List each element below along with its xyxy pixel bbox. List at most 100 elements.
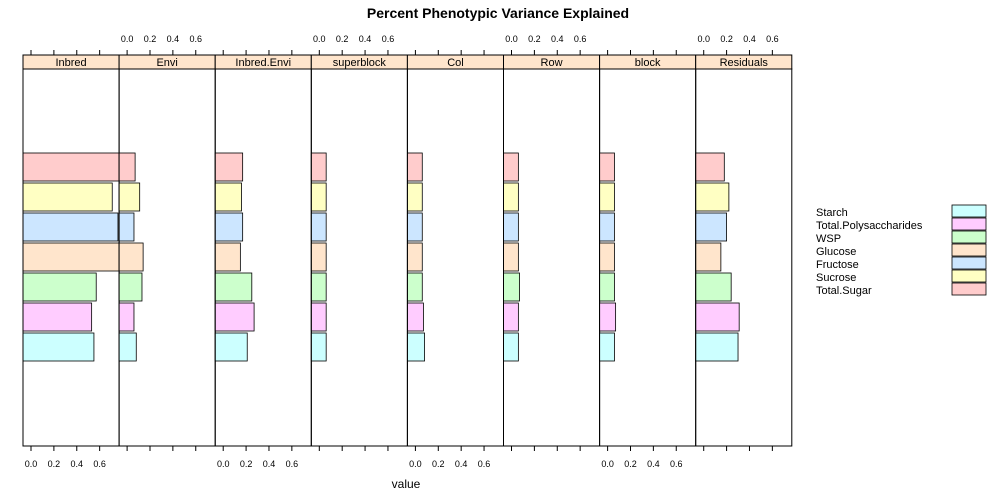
legend-label-fructose: Fructose xyxy=(816,259,859,271)
panel-label-envi: Envi xyxy=(156,57,177,69)
bar-superblock-total-sugar xyxy=(310,152,327,182)
legend-label-glucose: Glucose xyxy=(816,246,856,258)
bar-envi-total-sugar xyxy=(118,152,136,182)
legend-swatch-wsp xyxy=(951,230,987,244)
tick-label-top-envi-2: 0.4 xyxy=(167,34,180,44)
tick-label-bottom-inbred-1: 0.2 xyxy=(48,459,61,469)
bar-inbred-total-sugar xyxy=(22,152,120,182)
bar-col-starch xyxy=(406,332,425,362)
bar-inbred-envi-fructose xyxy=(214,212,244,242)
legend-swatch-total-sugar xyxy=(951,282,987,296)
bar-block-wsp xyxy=(599,272,615,302)
legend: StarchTotal.PolysaccharidesWSPGlucoseFru… xyxy=(816,204,987,297)
bar-superblock-total-polysaccharides xyxy=(310,302,327,332)
tick-label-bottom-inbred-0: 0.0 xyxy=(25,459,38,469)
bar-residuals-fructose xyxy=(695,212,727,242)
legend-swatch-starch xyxy=(951,204,987,218)
tick-label-bottom-col-2: 0.4 xyxy=(455,459,468,469)
bar-envi-total-polysaccharides xyxy=(118,302,135,332)
bar-block-sucrose xyxy=(599,182,615,212)
tick-label-bottom-block-3: 0.6 xyxy=(670,459,683,469)
bar-superblock-glucose xyxy=(310,242,327,272)
tick-label-bottom-col-1: 0.2 xyxy=(432,459,445,469)
x-axis-label: value xyxy=(392,477,421,491)
bar-envi-sucrose xyxy=(118,182,141,212)
tick-label-top-residuals-0: 0.0 xyxy=(697,34,710,44)
tick-label-top-envi-3: 0.6 xyxy=(189,34,202,44)
tick-label-bottom-block-0: 0.0 xyxy=(601,459,614,469)
bar-inbred-envi-total-polysaccharides xyxy=(214,302,255,332)
tick-label-top-superblock-3: 0.6 xyxy=(382,34,395,44)
legend-label-starch: Starch xyxy=(816,207,848,219)
bar-row-sucrose xyxy=(503,182,519,212)
bar-residuals-total-polysaccharides xyxy=(695,302,740,332)
tick-label-bottom-block-2: 0.4 xyxy=(647,459,660,469)
tick-label-bottom-inbred-envi-2: 0.4 xyxy=(263,459,276,469)
tick-label-bottom-inbred-envi-0: 0.0 xyxy=(217,459,230,469)
bar-inbred-envi-total-sugar xyxy=(214,152,244,182)
legend-swatch-glucose xyxy=(951,243,987,257)
panel-label-inbred-envi: Inbred.Envi xyxy=(235,57,291,69)
bar-residuals-wsp xyxy=(695,272,732,302)
bar-row-fructose xyxy=(503,212,519,242)
bar-inbred-envi-wsp xyxy=(214,272,253,302)
tick-label-bottom-col-0: 0.0 xyxy=(409,459,422,469)
tick-label-top-superblock-1: 0.2 xyxy=(336,34,349,44)
bar-inbred-envi-glucose xyxy=(214,242,241,272)
bar-inbred-envi-sucrose xyxy=(214,182,242,212)
bar-block-glucose xyxy=(599,242,615,272)
panel-label-col: Col xyxy=(447,57,464,69)
tick-label-bottom-inbred-3: 0.6 xyxy=(93,459,106,469)
panel-label-block: block xyxy=(635,57,661,69)
bar-residuals-sucrose xyxy=(695,182,730,212)
legend-swatch-fructose xyxy=(951,256,987,270)
panel-label-inbred: Inbred xyxy=(55,57,86,69)
bar-envi-fructose xyxy=(118,212,135,242)
bar-inbred-fructose xyxy=(22,212,119,242)
tick-label-bottom-inbred-envi-3: 0.6 xyxy=(286,459,299,469)
bar-envi-starch xyxy=(118,332,137,362)
bar-block-total-sugar xyxy=(599,152,615,182)
bar-col-glucose xyxy=(406,242,423,272)
bar-inbred-envi-starch xyxy=(214,332,248,362)
bar-residuals-total-sugar xyxy=(695,152,725,182)
bar-col-fructose xyxy=(406,212,423,242)
panel-label-residuals: Residuals xyxy=(720,57,769,69)
tick-label-top-row-1: 0.2 xyxy=(528,34,541,44)
bar-inbred-glucose xyxy=(22,242,120,272)
legend-swatch-total-polysaccharides xyxy=(951,217,987,231)
bar-inbred-starch xyxy=(22,332,95,362)
bar-row-starch xyxy=(503,332,519,362)
bar-block-starch xyxy=(599,332,615,362)
tick-label-top-superblock-0: 0.0 xyxy=(313,34,326,44)
tick-label-top-row-2: 0.4 xyxy=(551,34,564,44)
legend-label-total-polysaccharides: Total.Polysaccharides xyxy=(816,220,923,232)
bar-envi-wsp xyxy=(118,272,143,302)
bar-residuals-starch xyxy=(695,332,739,362)
tick-label-top-row-0: 0.0 xyxy=(505,34,518,44)
bar-superblock-starch xyxy=(310,332,327,362)
bar-superblock-fructose xyxy=(310,212,327,242)
bar-row-total-sugar xyxy=(503,152,519,182)
tick-label-bottom-block-1: 0.2 xyxy=(624,459,637,469)
bar-col-total-sugar xyxy=(406,152,423,182)
tick-label-top-residuals-2: 0.4 xyxy=(743,34,756,44)
panel-label-row: Row xyxy=(541,57,563,69)
tick-label-top-envi-0: 0.0 xyxy=(121,34,134,44)
legend-swatch-sucrose xyxy=(951,269,987,283)
tick-label-top-residuals-1: 0.2 xyxy=(720,34,733,44)
tick-label-bottom-col-3: 0.6 xyxy=(478,459,491,469)
bar-envi-glucose xyxy=(118,242,144,272)
legend-label-wsp: WSP xyxy=(816,233,841,245)
bar-superblock-sucrose xyxy=(310,182,327,212)
bar-inbred-total-polysaccharides xyxy=(22,302,93,332)
bar-col-total-polysaccharides xyxy=(406,302,424,332)
bar-row-wsp xyxy=(503,272,520,302)
bar-row-total-polysaccharides xyxy=(503,302,519,332)
tick-label-top-row-3: 0.6 xyxy=(574,34,587,44)
panel-label-superblock: superblock xyxy=(333,57,387,69)
tick-label-top-envi-1: 0.2 xyxy=(144,34,157,44)
bar-col-sucrose xyxy=(406,182,423,212)
legend-label-total-sugar: Total.Sugar xyxy=(816,285,872,297)
